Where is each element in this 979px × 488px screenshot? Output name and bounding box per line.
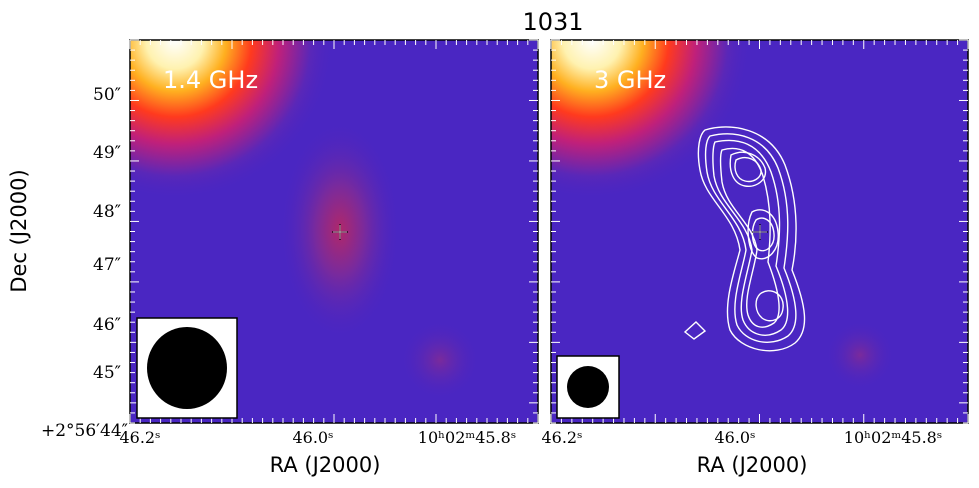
y-axis-label: Dec (J2000) xyxy=(7,169,31,292)
panel-right: 3 GHz 46.2ˢ 46.0ˢ 10ʰ02ᵐ45.8ˢ RA (J2000) xyxy=(541,39,969,477)
x-tick-label: 46.2ˢ xyxy=(119,428,160,447)
band-label-left: 1.4 GHz xyxy=(163,66,258,94)
beam-ellipse-left xyxy=(147,327,227,409)
y-tick-label: 49″ xyxy=(93,143,121,163)
beam-ellipse-right xyxy=(567,366,609,408)
y-tick-label: 50″ xyxy=(93,85,121,105)
ticks-right xyxy=(550,39,969,424)
y-tick-label: 46″ xyxy=(93,315,121,335)
x-tick-label: 46.0ˢ xyxy=(714,428,755,447)
contour-level-7 xyxy=(755,290,784,322)
marker-left xyxy=(332,224,348,240)
contour-level-6 xyxy=(734,156,762,183)
contour-level-4 xyxy=(719,147,780,328)
x-tick-label: 46.0ˢ xyxy=(292,428,333,447)
chart-title: 1031 xyxy=(522,8,583,36)
contour-level-1 xyxy=(697,126,806,352)
panel-left: 1.4 GHz 50″ 49″ 48″ 47″ 46″ 45″ +2°56′44… xyxy=(41,39,539,477)
contour-level-3 xyxy=(712,139,789,336)
marker-right xyxy=(752,224,768,240)
x-tick-label: 10ʰ02ᵐ45.8ˢ xyxy=(418,428,516,447)
beam-box-right xyxy=(556,355,620,419)
y-tick-label: 47″ xyxy=(93,255,121,275)
contour-level-5b xyxy=(747,209,779,260)
x-tick-label: 46.2ˢ xyxy=(541,428,582,447)
contour-level-5 xyxy=(729,151,767,187)
x-tick-label: 10ʰ02ᵐ45.8ˢ xyxy=(844,428,942,447)
contours-right xyxy=(683,126,806,352)
y-tick-label: 45″ xyxy=(93,363,121,383)
x-axis-label: RA (J2000) xyxy=(697,453,808,477)
y-tick-label: +2°56′44″ xyxy=(41,421,128,441)
beam-box-left xyxy=(136,317,238,419)
contour-small-diamond xyxy=(683,321,707,340)
y-tick-label: 48″ xyxy=(93,202,121,222)
ticks-left xyxy=(129,39,539,424)
contour-level-2 xyxy=(704,133,797,343)
x-axis-label: RA (J2000) xyxy=(270,453,381,477)
contour-level-6b xyxy=(751,217,775,252)
band-label-right: 3 GHz xyxy=(594,66,666,94)
